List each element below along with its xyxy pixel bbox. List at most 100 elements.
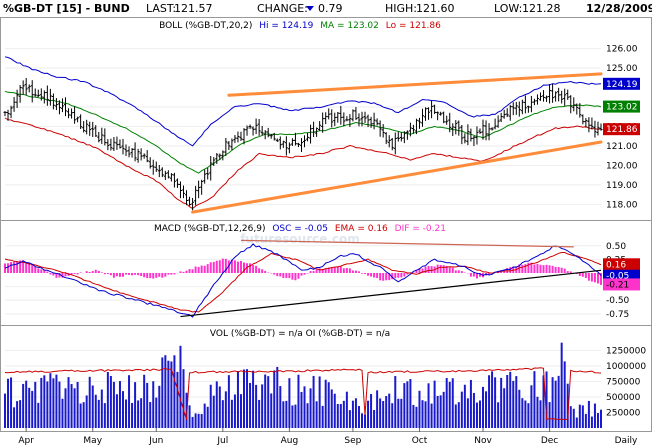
volume-bar bbox=[28, 387, 31, 428]
volume-bar bbox=[279, 386, 282, 428]
header-bar: %GB-DT [15] - BUND LAST: 121.57 CHANGE: … bbox=[0, 0, 652, 17]
x-tick-label: Sep bbox=[344, 436, 361, 446]
volume-bar bbox=[442, 391, 445, 428]
volume-bar bbox=[509, 371, 512, 428]
volume-bar bbox=[188, 405, 191, 428]
volume-bar bbox=[421, 400, 424, 428]
volume-bar bbox=[264, 374, 267, 428]
volume-bar bbox=[112, 381, 115, 428]
volume-bar bbox=[436, 395, 439, 428]
high-label: HIGH: bbox=[385, 2, 417, 15]
volume-bar bbox=[88, 376, 91, 428]
last-label: LAST: bbox=[146, 2, 176, 15]
volume-bar bbox=[563, 361, 566, 428]
volume-bar bbox=[246, 369, 249, 428]
change-label: CHANGE: bbox=[257, 2, 308, 15]
volume-bar bbox=[566, 383, 569, 428]
price-gridlines bbox=[5, 48, 601, 205]
volume-bar bbox=[403, 383, 406, 428]
volume-bar bbox=[49, 373, 52, 428]
volume-bar bbox=[155, 397, 158, 428]
volume-y-tick-label: 750000 bbox=[606, 378, 641, 388]
volume-bar bbox=[315, 401, 318, 428]
volume-bar bbox=[43, 375, 46, 428]
volume-bar bbox=[58, 381, 61, 428]
volume-bar bbox=[258, 399, 261, 428]
volume-bar bbox=[64, 388, 67, 428]
volume-bar bbox=[215, 381, 218, 428]
volume-panel-title: VOL (%GB-DT) = n/a OI (%GB-DT) = n/a bbox=[210, 329, 390, 339]
volume-bar bbox=[497, 402, 500, 428]
volume-bar bbox=[255, 384, 258, 428]
macd-panel-title: MACD (%GB-DT,12,26,9) OSC = -0.05 EMA = … bbox=[154, 224, 446, 234]
price-plot-area bbox=[3, 56, 603, 214]
volume-bar bbox=[330, 389, 333, 428]
volume-bar bbox=[388, 393, 391, 428]
volume-bar bbox=[515, 376, 518, 428]
volume-bar bbox=[52, 378, 55, 428]
volume-bar bbox=[596, 413, 599, 428]
last-value: 121.57 bbox=[174, 2, 213, 15]
volume-y-tick-label: 1000000 bbox=[606, 362, 646, 372]
macd-tag-background bbox=[603, 278, 640, 291]
volume-bar bbox=[94, 394, 97, 428]
volume-bar bbox=[76, 381, 79, 428]
volume-bar bbox=[424, 401, 427, 428]
volume-bar bbox=[252, 370, 255, 428]
volume-bar bbox=[364, 414, 367, 428]
macd-osc-line bbox=[4, 243, 602, 318]
macd-value-tags: 0.16 -0.05-0.21 bbox=[603, 258, 640, 291]
volume-bar bbox=[173, 355, 176, 428]
volume-bar bbox=[354, 398, 357, 428]
volume-bar bbox=[212, 395, 215, 428]
volume-bar bbox=[243, 369, 246, 428]
volume-bar bbox=[70, 384, 73, 428]
volume-bar bbox=[125, 399, 128, 428]
volume-bar bbox=[309, 388, 312, 428]
volume-bar bbox=[494, 377, 497, 428]
volume-bar bbox=[67, 377, 70, 428]
volume-bar bbox=[91, 385, 94, 428]
volume-bar bbox=[40, 377, 43, 428]
volume-bar bbox=[285, 400, 288, 428]
volume-bar bbox=[376, 390, 379, 428]
volume-bar bbox=[118, 381, 121, 428]
volume-bar bbox=[430, 403, 433, 428]
price-tag-background bbox=[603, 100, 640, 113]
price-tag-label: 121.86 bbox=[606, 125, 638, 135]
volume-bar bbox=[488, 375, 491, 428]
volume-bar bbox=[239, 394, 242, 428]
volume-bar bbox=[37, 402, 40, 428]
volume-bar bbox=[391, 403, 394, 428]
volume-bar bbox=[137, 400, 140, 428]
macd-tag-label: -0.05 bbox=[606, 272, 629, 282]
volume-bar bbox=[303, 386, 306, 428]
volume-bar bbox=[306, 403, 309, 428]
volume-bar bbox=[482, 386, 485, 428]
volume-bar bbox=[584, 413, 587, 428]
volume-bar bbox=[412, 404, 415, 428]
volume-panel: VOL (%GB-DT) = n/a OI (%GB-DT) = n/a 125… bbox=[4, 329, 646, 428]
volume-bar bbox=[569, 406, 572, 428]
volume-bar bbox=[400, 398, 403, 428]
price-tag-label: 123.02 bbox=[606, 103, 638, 113]
low-value: 121.28 bbox=[522, 2, 561, 15]
volume-bar bbox=[170, 361, 173, 428]
volume-bar bbox=[46, 381, 49, 428]
volume-bar bbox=[249, 382, 252, 428]
price-tag-label: 124.19 bbox=[606, 80, 638, 90]
watermark: futuresource.com bbox=[240, 232, 360, 246]
volume-bar bbox=[454, 404, 457, 428]
volume-bar bbox=[261, 384, 264, 428]
macd-trendline bbox=[240, 239, 574, 248]
volume-bar bbox=[445, 378, 448, 428]
trendline bbox=[191, 140, 603, 214]
x-tick-label: Aug bbox=[281, 436, 299, 446]
volume-bar bbox=[176, 371, 179, 428]
volume-bar bbox=[451, 378, 454, 428]
high-value: 121.60 bbox=[416, 2, 455, 15]
volume-bar bbox=[103, 403, 106, 428]
low-label: LOW: bbox=[494, 2, 522, 15]
volume-bar bbox=[55, 374, 58, 428]
